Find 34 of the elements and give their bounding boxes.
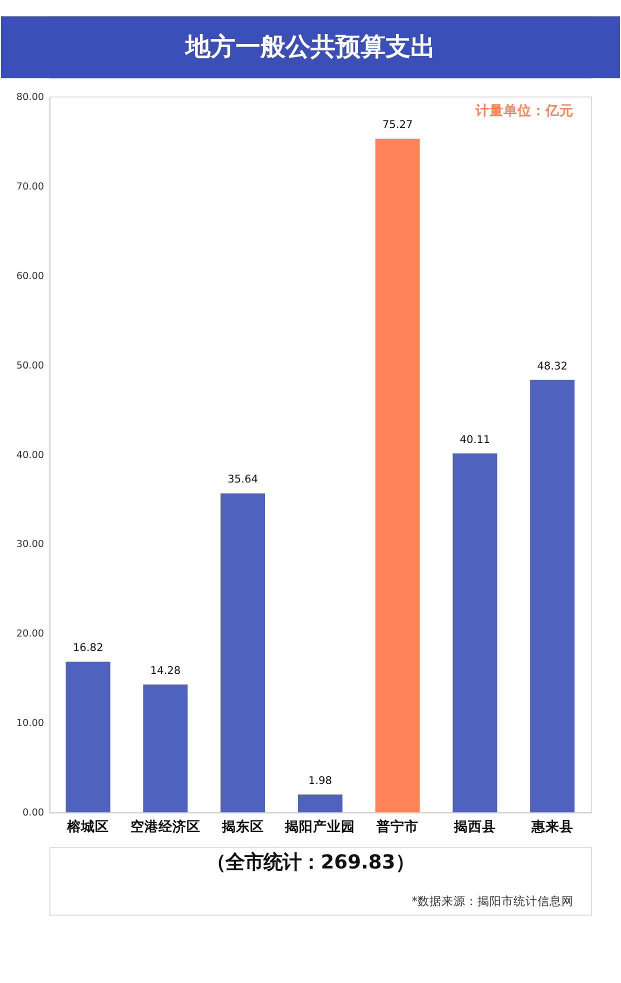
data-label: 16.82 [72,641,104,654]
data-label: 75.27 [382,118,413,132]
x-tick-label: 空港经济区 [130,818,200,836]
y-tick-label: 10.00 [16,718,44,730]
bar [530,380,575,812]
y-tick-label: 60.00 [16,270,44,282]
x-tick-label: 榕城区 [66,818,110,836]
data-label: 40.11 [460,432,490,446]
bar [452,453,498,812]
data-label: 14.28 [150,664,181,677]
bar [143,684,188,812]
y-tick-label: 80.00 [16,92,44,103]
x-tick-label: 揭东区 [220,818,264,836]
text: （全市统计：269.83） [206,850,414,874]
annotation: 计量单位：亿元 [474,102,574,119]
data-label: 48.32 [537,359,568,372]
y-tick-label: 50.00 [16,360,44,372]
bar [66,662,110,812]
bar [375,138,420,812]
data-label: 35.64 [228,472,258,486]
text: *数据来源：揭阳市统计信息网 [412,894,574,908]
chart-title: 地方一般公共预算支出 [184,32,436,61]
bar [298,794,342,812]
y-tick-label: 70.00 [16,181,44,192]
x-tick-label: 惠来县 [530,819,574,836]
bar [220,493,266,812]
x-tick-label: 普宁市 [376,818,419,836]
y-tick-label: 30.00 [16,539,44,550]
y-tick-label: 40.00 [16,450,44,461]
x-tick-label: 揭西县 [452,819,496,836]
data-label: 1.98 [308,774,332,787]
y-tick-label: 0.00 [22,808,44,819]
x-tick-label: 揭阳产业园 [284,818,356,836]
y-tick-label: 20.00 [16,628,44,640]
